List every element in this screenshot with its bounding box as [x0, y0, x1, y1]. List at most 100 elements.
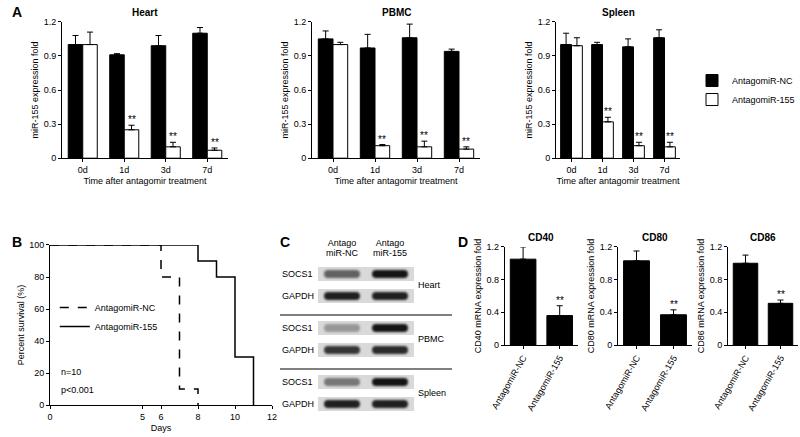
- svg-text:AntagomiR-NC: AntagomiR-NC: [490, 353, 529, 411]
- svg-text:miR-155 expression fold: miR-155 expression fold: [30, 41, 40, 138]
- svg-text:1d: 1d: [597, 165, 607, 175]
- svg-text:**: **: [128, 114, 136, 125]
- svg-text:0.3: 0.3: [294, 119, 307, 129]
- svg-text:0: 0: [39, 400, 44, 410]
- svg-text:CD80: CD80: [642, 232, 668, 243]
- svg-text:0: 0: [545, 153, 550, 163]
- svg-text:12: 12: [267, 412, 277, 422]
- svg-text:miR-155 expression fold: miR-155 expression fold: [280, 41, 290, 138]
- svg-text:0.9: 0.9: [44, 51, 57, 61]
- svg-text:PBMC: PBMC: [382, 7, 411, 18]
- svg-text:C: C: [280, 234, 290, 250]
- svg-text:GAPDH: GAPDH: [282, 345, 314, 355]
- svg-text:**: **: [670, 299, 678, 310]
- svg-text:0: 0: [717, 340, 722, 350]
- svg-text:Heart: Heart: [132, 7, 158, 18]
- svg-text:Spleen: Spleen: [602, 7, 635, 18]
- svg-text:CD80 mRNA expression fold: CD80 mRNA expression fold: [586, 239, 596, 354]
- svg-text:SOCS1: SOCS1: [282, 377, 313, 387]
- svg-text:1.2: 1.2: [486, 242, 499, 252]
- svg-text:AntagomiR-NC: AntagomiR-NC: [732, 76, 793, 86]
- svg-text:100: 100: [29, 240, 44, 250]
- svg-text:CD86 mRNA expression fold: CD86 mRNA expression fold: [696, 239, 706, 354]
- svg-text:**: **: [169, 131, 177, 142]
- svg-text:0.6: 0.6: [44, 85, 57, 95]
- svg-text:60: 60: [34, 304, 44, 314]
- svg-text:3d: 3d: [161, 165, 171, 175]
- svg-text:AntagomiR-155: AntagomiR-155: [732, 95, 795, 105]
- svg-text:GAPDH: GAPDH: [282, 399, 314, 409]
- svg-text:1.2: 1.2: [710, 242, 723, 252]
- svg-text:B: B: [12, 234, 22, 250]
- svg-text:AntagomiR-NC: AntagomiR-NC: [95, 303, 156, 313]
- svg-text:0.8: 0.8: [710, 275, 723, 285]
- svg-text:Percent survival (%): Percent survival (%): [16, 285, 26, 366]
- svg-text:CD86: CD86: [750, 232, 776, 243]
- svg-text:**: **: [211, 137, 219, 148]
- svg-text:0.6: 0.6: [294, 85, 307, 95]
- svg-text:0.8: 0.8: [600, 275, 613, 285]
- svg-text:**: **: [378, 134, 386, 145]
- svg-text:Time after antagomir treatment: Time after antagomir treatment: [556, 176, 680, 186]
- svg-text:0.6: 0.6: [538, 85, 551, 95]
- svg-text:6: 6: [158, 412, 163, 422]
- svg-text:**: **: [666, 131, 674, 142]
- svg-text:0.4: 0.4: [486, 307, 499, 317]
- svg-text:0d: 0d: [566, 165, 576, 175]
- svg-text:D: D: [458, 234, 468, 250]
- svg-text:0.4: 0.4: [600, 307, 613, 317]
- svg-text:10: 10: [230, 412, 240, 422]
- svg-text:0.9: 0.9: [294, 51, 307, 61]
- svg-text:AntagomiR-NC: AntagomiR-NC: [603, 353, 642, 411]
- svg-text:0.8: 0.8: [486, 275, 499, 285]
- svg-text:AntagomiR-155: AntagomiR-155: [639, 354, 679, 413]
- svg-text:20: 20: [34, 368, 44, 378]
- svg-text:0.3: 0.3: [538, 119, 551, 129]
- svg-text:GAPDH: GAPDH: [282, 291, 314, 301]
- svg-text:p<0.001: p<0.001: [61, 385, 94, 395]
- svg-text:7d: 7d: [202, 165, 212, 175]
- svg-text:miR-155 expression fold: miR-155 expression fold: [524, 41, 534, 138]
- svg-text:n=10: n=10: [61, 367, 81, 377]
- svg-text:Time after antagomir treatment: Time after antagomir treatment: [83, 176, 207, 186]
- svg-text:Spleen: Spleen: [418, 388, 446, 398]
- svg-text:3d: 3d: [412, 165, 422, 175]
- svg-text:1.2: 1.2: [294, 17, 307, 27]
- svg-text:0: 0: [51, 153, 56, 163]
- svg-text:miR-NC: miR-NC: [326, 248, 358, 258]
- svg-text:1.2: 1.2: [600, 242, 613, 252]
- svg-text:SOCS1: SOCS1: [282, 323, 313, 333]
- svg-text:Antago: Antago: [376, 238, 405, 248]
- svg-text:0.4: 0.4: [710, 307, 723, 317]
- svg-text:1.2: 1.2: [44, 17, 57, 27]
- svg-text:7d: 7d: [454, 165, 464, 175]
- svg-text:Heart: Heart: [418, 280, 441, 290]
- svg-text:**: **: [556, 295, 564, 306]
- svg-text:0d: 0d: [78, 165, 88, 175]
- svg-text:3d: 3d: [628, 165, 638, 175]
- svg-text:0d: 0d: [328, 165, 338, 175]
- svg-text:CD40: CD40: [528, 232, 554, 243]
- svg-text:5: 5: [140, 412, 145, 422]
- svg-text:PBMC: PBMC: [418, 334, 445, 344]
- svg-text:**: **: [604, 106, 612, 117]
- svg-text:Days: Days: [151, 423, 172, 433]
- svg-text:**: **: [462, 136, 470, 147]
- svg-text:0.3: 0.3: [44, 119, 57, 129]
- svg-text:AntagomiR-NC: AntagomiR-NC: [712, 353, 751, 411]
- svg-text:**: **: [635, 131, 643, 142]
- svg-text:0: 0: [494, 340, 499, 350]
- svg-text:miR-155: miR-155: [373, 248, 407, 258]
- svg-text:8: 8: [195, 412, 200, 422]
- svg-text:0: 0: [47, 412, 52, 422]
- svg-text:A: A: [12, 4, 22, 20]
- svg-text:0.9: 0.9: [538, 51, 551, 61]
- svg-text:AntagomiR-155: AntagomiR-155: [95, 322, 158, 332]
- svg-text:**: **: [777, 289, 785, 300]
- svg-text:0: 0: [607, 340, 612, 350]
- svg-text:80: 80: [34, 272, 44, 282]
- svg-text:40: 40: [34, 336, 44, 346]
- svg-text:1d: 1d: [370, 165, 380, 175]
- svg-text:0: 0: [301, 153, 306, 163]
- svg-text:SOCS1: SOCS1: [282, 269, 313, 279]
